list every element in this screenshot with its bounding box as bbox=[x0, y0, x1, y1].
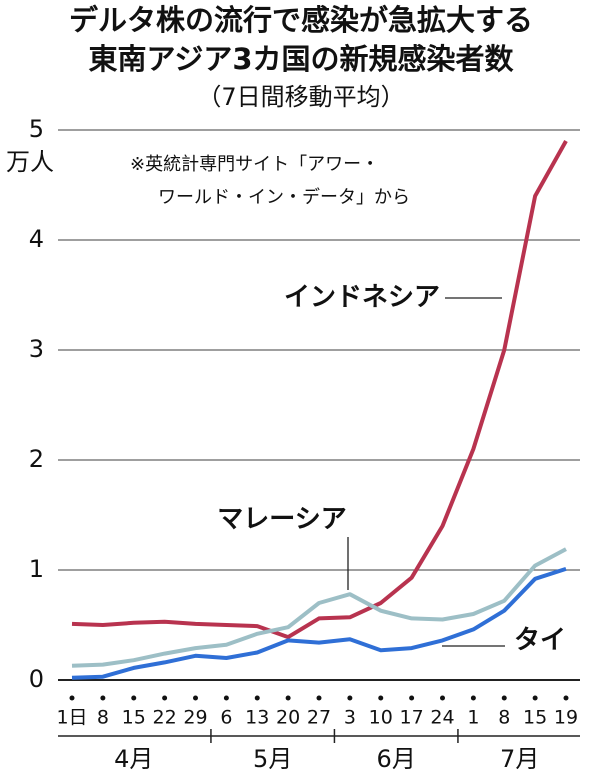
x-tick-label: 29 bbox=[183, 707, 207, 729]
x-dot bbox=[193, 695, 198, 701]
x-tick-label: 27 bbox=[307, 707, 331, 729]
x-dot bbox=[162, 695, 168, 701]
y-tick-label: 5 bbox=[29, 115, 44, 143]
series-line bbox=[71, 566, 567, 680]
x-tick-label: 15 bbox=[122, 707, 146, 729]
month-label: 6月 bbox=[377, 745, 416, 773]
series-label: タイ bbox=[514, 626, 566, 656]
y-tick-label: 2 bbox=[29, 445, 44, 473]
x-tick-label: 8 bbox=[498, 707, 510, 729]
month-label: 4月 bbox=[114, 745, 153, 773]
month-label: 5月 bbox=[253, 745, 292, 773]
series-line bbox=[71, 140, 568, 640]
x-dot bbox=[100, 695, 106, 701]
x-dot bbox=[532, 695, 538, 701]
x-dot bbox=[223, 695, 229, 701]
x-tick-label: 13 bbox=[245, 707, 269, 729]
x-dot bbox=[285, 695, 291, 701]
x-dot bbox=[409, 695, 415, 701]
y-tick-label: 4 bbox=[29, 225, 44, 253]
x-dot bbox=[378, 695, 384, 701]
x-tick-label: 10 bbox=[369, 707, 393, 729]
x-dot bbox=[131, 695, 137, 701]
x-tick-label: 8 bbox=[97, 707, 109, 729]
x-dot bbox=[254, 695, 260, 701]
x-dot bbox=[316, 695, 322, 701]
x-tick-label: 3 bbox=[344, 707, 356, 729]
x-tick-label: 20 bbox=[276, 707, 300, 729]
y-unit: 万人 bbox=[6, 148, 54, 176]
chart-title: デルタ株の流行で感染が急拡大する bbox=[69, 3, 533, 37]
x-tick-label: 19 bbox=[554, 707, 578, 729]
y-tick-label: 1 bbox=[29, 555, 44, 583]
x-tick-label: 24 bbox=[430, 707, 454, 729]
x-dot bbox=[69, 695, 75, 701]
x-tick-label: 17 bbox=[400, 707, 424, 729]
x-tick-label: 22 bbox=[153, 707, 177, 729]
chart-subtitle: （7日間移動平均） bbox=[197, 83, 404, 111]
series-label: マレーシア bbox=[217, 505, 346, 535]
x-tick-label: 15 bbox=[523, 707, 547, 729]
x-dot bbox=[563, 695, 569, 701]
series-label: インドネシア bbox=[284, 283, 440, 313]
month-label: 7月 bbox=[500, 745, 539, 773]
x-tick-label: 1日 bbox=[56, 707, 87, 729]
x-dot bbox=[440, 695, 445, 701]
note: ※英統計専門サイト「アワー・ bbox=[130, 154, 379, 175]
y-tick-label: 3 bbox=[29, 335, 44, 363]
y-tick-label: 0 bbox=[29, 665, 44, 693]
note: ワールド・イン・データ」から bbox=[158, 187, 410, 208]
x-tick-label: 1 bbox=[467, 707, 479, 729]
x-dot bbox=[470, 695, 476, 701]
series-line bbox=[71, 547, 567, 668]
x-dot bbox=[501, 695, 507, 701]
x-tick-label: 6 bbox=[220, 707, 232, 729]
x-dot bbox=[347, 695, 353, 701]
chart-title: 東南アジア3カ国の新規感染者数 bbox=[88, 42, 514, 76]
